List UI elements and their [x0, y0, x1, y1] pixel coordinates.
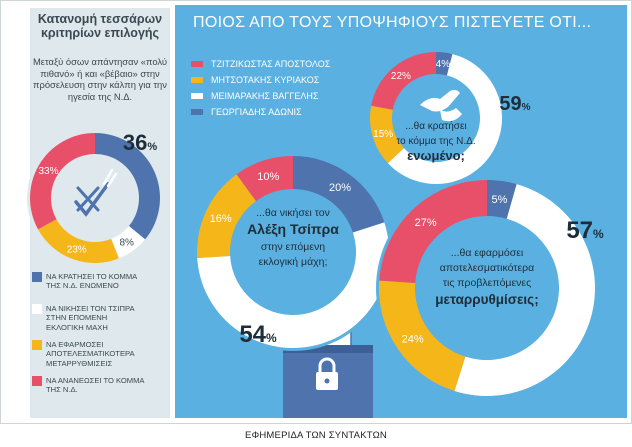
- legend-swatch: [191, 77, 203, 83]
- legend-label: ΝΑ ΝΙΚΗΣΕΙ ΤΟΝ ΤΣΙΠΡΑ ΣΤΗΝ ΕΠΟΜΕΝΗ ΕΚΛΟΓ…: [46, 304, 135, 332]
- panel-title: Κατανομή τεσσάρων κριτηρίων επιλογής: [37, 12, 163, 40]
- source-caption: ΕΦΗΜΕΡΙΔΑ ΤΩΝ ΣΥΝΤΑΚΤΩΝ: [245, 430, 387, 441]
- donut-slice: [487, 180, 517, 219]
- legend-label: ΝΑ ΕΦΑΡΜΟΣΕΙ ΑΠΟΤΕΛΕΣΜΑΤΙΚΟΤΕΡΑ ΜΕΤΑΡΡΥΘ…: [46, 340, 135, 368]
- percent-sign: %: [266, 331, 277, 345]
- handshake-icon: [420, 89, 462, 122]
- donut-slice: [379, 180, 487, 283]
- slice-label: 15%: [373, 129, 393, 140]
- donut-slice: [197, 174, 256, 259]
- legend-label: ΝΑ ΚΡΑΤΗΣΕΙ ΤΟ ΚΟΜΜΑ ΤΗΣ Ν.Δ. ΕΝΩΜΕΝΟ: [46, 272, 137, 291]
- legend-label: ΜΕΙΜΑΡΑΚΗΣ ΒΑΓΓΕΛΗΣ: [211, 91, 319, 101]
- question-line: τις προβλεπόμενες: [443, 277, 531, 289]
- legend-swatch: [32, 272, 42, 282]
- question-line: ενωμένο;: [407, 148, 465, 163]
- question-line: το κόμμα της Ν.Δ.: [396, 135, 475, 147]
- question-line: Αλέξη Τσίπρα: [247, 221, 339, 237]
- hand-shape: [420, 89, 460, 112]
- donut-slice: [236, 156, 293, 202]
- donut-center: [235, 194, 351, 310]
- donut-slice: [436, 52, 453, 76]
- check-mark: [74, 182, 110, 217]
- legend-swatch: [191, 61, 203, 67]
- slice-label: 16%: [210, 213, 232, 225]
- slice-label: 4%: [436, 59, 451, 70]
- slice-label: 23%: [67, 244, 87, 255]
- slice-label: 8%: [120, 237, 135, 248]
- ballot-box-lid: [283, 345, 373, 353]
- legend-label: ΜΗΤΣΟΤΑΚΗΣ ΚΥΡΙΑΚΟΣ: [211, 75, 320, 85]
- question-line: στην επόμενη: [261, 241, 325, 253]
- slice-label: 33%: [39, 166, 59, 177]
- question-line: αποτελεσματικότερα: [440, 262, 534, 274]
- percent-sign: %: [593, 227, 604, 241]
- legend-label: ΝΑ ΑΝΑΝΕΩΣΕΙ ΤΟ ΚΟΜΜΑ ΤΗΣ Ν.Δ.: [46, 376, 145, 395]
- highlight-value: 59%: [499, 93, 530, 115]
- donut-center: [56, 159, 134, 237]
- slice-label: 24%: [402, 334, 424, 346]
- hand-shape: [440, 108, 462, 122]
- donut-slice: [293, 156, 385, 233]
- highlight-value: 36%: [123, 130, 157, 155]
- donut-slice: [38, 219, 119, 263]
- donut-slice: [111, 226, 146, 259]
- lock-shackle: [318, 357, 336, 372]
- question-line: ...θα εφαρμόσει: [451, 247, 524, 259]
- donut-chart-4: 5% 24% 27% 57% ...θα εφαρμόσει αποτελεσματικό…: [376, 177, 604, 399]
- legend-swatch: [32, 304, 42, 314]
- legend-swatch: [32, 340, 42, 350]
- legend-swatch: [191, 109, 203, 115]
- donut-slice: [370, 105, 404, 164]
- donut-slice: [387, 54, 502, 184]
- donut-chart-3: 4% 15% 22% 59% ...θα κρατήσει το κόμμα της Ν.…: [367, 49, 531, 187]
- donut-slice: [29, 133, 95, 230]
- question-line: ...θα κρατήσει: [405, 120, 466, 132]
- slice-label: 27%: [415, 217, 437, 229]
- legend-swatch: [191, 93, 203, 99]
- donut-slice: [95, 133, 160, 240]
- ballot-box-icon: [283, 327, 373, 418]
- donut-charts: 8%23%33%36%20%16%10%54%...θα νικήσει τον…: [27, 49, 605, 418]
- percent-sign: %: [147, 141, 157, 153]
- donut-slice: [197, 222, 389, 348]
- percent-sign: %: [522, 102, 531, 113]
- donut-center: [397, 79, 475, 157]
- donut-slice: [379, 280, 466, 391]
- slice-label: 22%: [391, 71, 411, 82]
- ballot-check-icon: [74, 168, 118, 217]
- legend-label: ΤΖΙΤΖΙΚΩΣΤΑΣ ΑΠΟΣΤΟΛΟΣ: [211, 59, 331, 69]
- pen-mark: [102, 168, 118, 188]
- panel-subtitle: Μεταξύ όσων απάντησαν «πολύ πιθανό» ή κα…: [33, 56, 167, 102]
- question-line: εκλογική μάχη;: [259, 256, 328, 268]
- slice-label: 10%: [257, 171, 279, 183]
- main-title: ΠΟΙΟΣ ΑΠΟ ΤΟΥΣ ΥΠΟΨΗΦΙΟΥΣ ΠΙΣΤΕΥΕΤΕ ΟΤΙ.…: [193, 14, 592, 31]
- legend-label: ΓΕΩΡΓΙΑΔΗΣ ΑΔΩΝΙΣ: [211, 107, 302, 117]
- donut-slice: [371, 52, 436, 110]
- donut-chart-1: 8% 23% 33% 36%: [27, 130, 163, 266]
- donut-slice: [454, 184, 595, 396]
- slice-label: 5%: [492, 194, 508, 206]
- highlight-value: 57%: [566, 217, 604, 244]
- cross-mark: [76, 186, 100, 212]
- donut-center: [420, 221, 554, 355]
- question-line: μεταρρυθμίσεις;: [435, 292, 538, 307]
- slice-label: 20%: [329, 182, 351, 194]
- question-line: ...θα νικήσει τον: [256, 207, 330, 219]
- lock-keyhole: [324, 378, 330, 384]
- legend-swatch: [32, 376, 42, 386]
